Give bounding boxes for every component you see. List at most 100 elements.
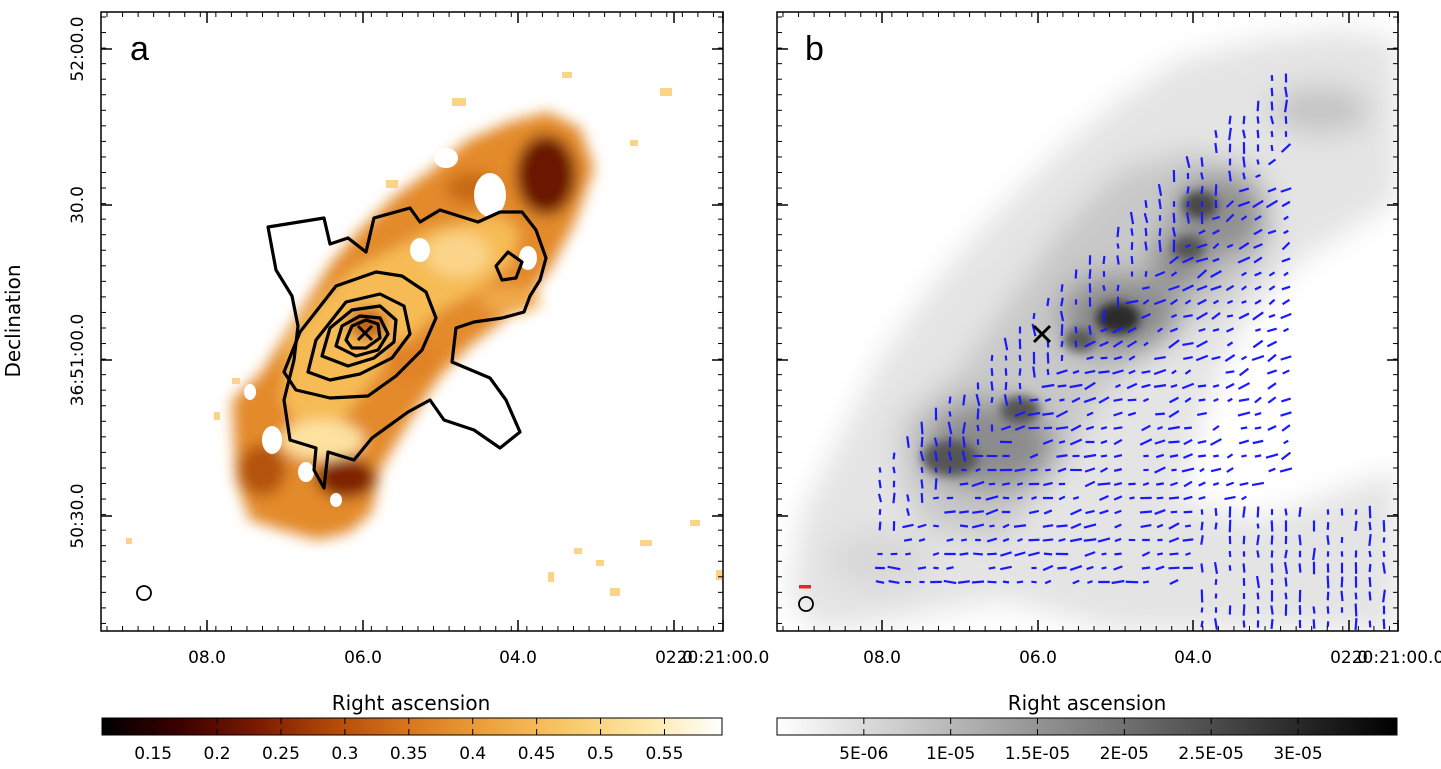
polarization-vector xyxy=(1129,496,1135,500)
polarization-vector xyxy=(1099,509,1109,515)
polarization-vector xyxy=(1099,341,1109,347)
polarization-vector xyxy=(1156,496,1164,500)
polarization-vector xyxy=(1113,481,1123,487)
polarization-vector xyxy=(1158,198,1162,210)
polarization-vector xyxy=(1213,561,1219,575)
polarization-vector xyxy=(1184,243,1192,249)
polarization-vector xyxy=(1114,523,1122,529)
polarization-vector xyxy=(1270,520,1274,532)
colorbar-tick-label: 1.5E-05 xyxy=(1005,744,1071,764)
polarization-vector xyxy=(1256,100,1260,112)
polarization-vector xyxy=(987,552,997,556)
polarization-vector xyxy=(1254,411,1262,417)
polarization-vector xyxy=(1252,199,1264,209)
polarization-vector xyxy=(1102,284,1106,292)
polarization-vector xyxy=(1213,398,1219,402)
panel-b-intensity xyxy=(790,30,1398,631)
colorbar-tick-label: 0.55 xyxy=(646,744,684,764)
polarization-vector xyxy=(892,492,896,504)
polarization-vector xyxy=(1183,355,1193,361)
polarization-vector xyxy=(1001,482,1011,486)
polarization-vector xyxy=(1141,312,1151,320)
polarization-vector xyxy=(989,524,995,528)
polarization-vector xyxy=(1226,314,1234,318)
polarization-vector xyxy=(1125,299,1139,305)
polarization-vector xyxy=(1114,509,1122,515)
polarization-vector xyxy=(1186,186,1190,194)
polarization-vector xyxy=(1112,369,1124,375)
polarization-vector xyxy=(1169,552,1179,556)
polarization-vector xyxy=(1127,411,1137,417)
colorbar-tick-label: 0.5 xyxy=(587,744,614,764)
polarization-vector xyxy=(1197,298,1207,306)
polarization-vector xyxy=(976,408,980,420)
polarization-vector xyxy=(990,381,994,391)
polarization-vector xyxy=(1112,340,1124,348)
polarization-vector xyxy=(1043,509,1053,515)
polarization-vector xyxy=(1042,538,1054,542)
polarization-vector xyxy=(1056,454,1068,458)
polarization-vector xyxy=(1270,563,1274,573)
polarization-vector xyxy=(1298,534,1302,546)
polarization-vector xyxy=(1284,577,1288,587)
polarization-vector xyxy=(878,521,882,531)
panel-b-ticks: 08.0 06.0 04.0 02.020:21:00.0 xyxy=(777,12,1441,668)
polarization-vector xyxy=(1143,212,1149,224)
polarization-vector xyxy=(1141,424,1151,432)
polarization-vector xyxy=(1186,212,1190,224)
polarization-vector xyxy=(1252,439,1264,445)
polarization-vector xyxy=(1242,535,1246,545)
polarization-vector xyxy=(1072,496,1080,500)
polarization-vector xyxy=(1256,606,1260,614)
polarization-vector xyxy=(1225,382,1235,390)
polarization-vector xyxy=(934,467,938,473)
polarization-vector xyxy=(990,354,994,362)
polarization-vector xyxy=(1084,480,1096,488)
polarization-vector xyxy=(972,510,984,514)
polarization-vector xyxy=(1200,607,1204,613)
polarization-vector xyxy=(1028,551,1040,557)
polarization-vector xyxy=(1210,270,1222,278)
polarization-vector xyxy=(1354,509,1358,515)
polarization-vector xyxy=(947,451,953,461)
polarization-vector xyxy=(1225,200,1235,208)
polarization-vector xyxy=(1042,412,1054,416)
polarization-vector xyxy=(1127,326,1137,334)
polarization-vector xyxy=(948,466,952,474)
polarization-vector xyxy=(960,538,968,542)
polarization-vector xyxy=(959,524,969,528)
polarization-vector xyxy=(1227,397,1233,403)
polarization-vector xyxy=(1212,242,1220,250)
polarization-vector xyxy=(1143,341,1149,347)
polarization-vector xyxy=(905,552,911,556)
polarization-vector xyxy=(1155,453,1165,459)
panel-a-frame xyxy=(100,11,724,632)
polarization-vector xyxy=(1212,257,1220,263)
polarization-vector xyxy=(1252,311,1264,321)
polarization-vector xyxy=(1045,468,1051,472)
polarization-vector xyxy=(920,436,924,448)
polarization-vector xyxy=(1281,285,1291,291)
polarization-vector xyxy=(1213,454,1219,458)
polarization-vector xyxy=(919,450,925,462)
polarization-vector xyxy=(1237,200,1251,208)
panel-a-contours xyxy=(266,206,548,490)
polarization-vector xyxy=(1214,508,1218,516)
panel-b-xlabel: Right ascension xyxy=(1008,691,1167,715)
polarization-vector xyxy=(987,580,997,584)
polarization-vector xyxy=(1140,523,1152,529)
polarization-vector xyxy=(1256,116,1260,124)
polarization-vector xyxy=(1284,86,1288,98)
polarization-vector xyxy=(1057,384,1067,388)
polarization-vector xyxy=(878,467,882,473)
polarization-vector xyxy=(1074,269,1078,279)
polarization-vector xyxy=(1000,551,1012,557)
polarization-vector xyxy=(1326,575,1330,589)
polarization-vector xyxy=(1141,551,1151,557)
polarization-vector xyxy=(986,537,998,543)
polarization-vector xyxy=(1088,325,1092,335)
polarization-vector xyxy=(1225,481,1235,487)
polarization-vector xyxy=(1044,397,1052,403)
polarization-vector xyxy=(906,494,910,502)
polarization-vector xyxy=(1283,229,1289,235)
